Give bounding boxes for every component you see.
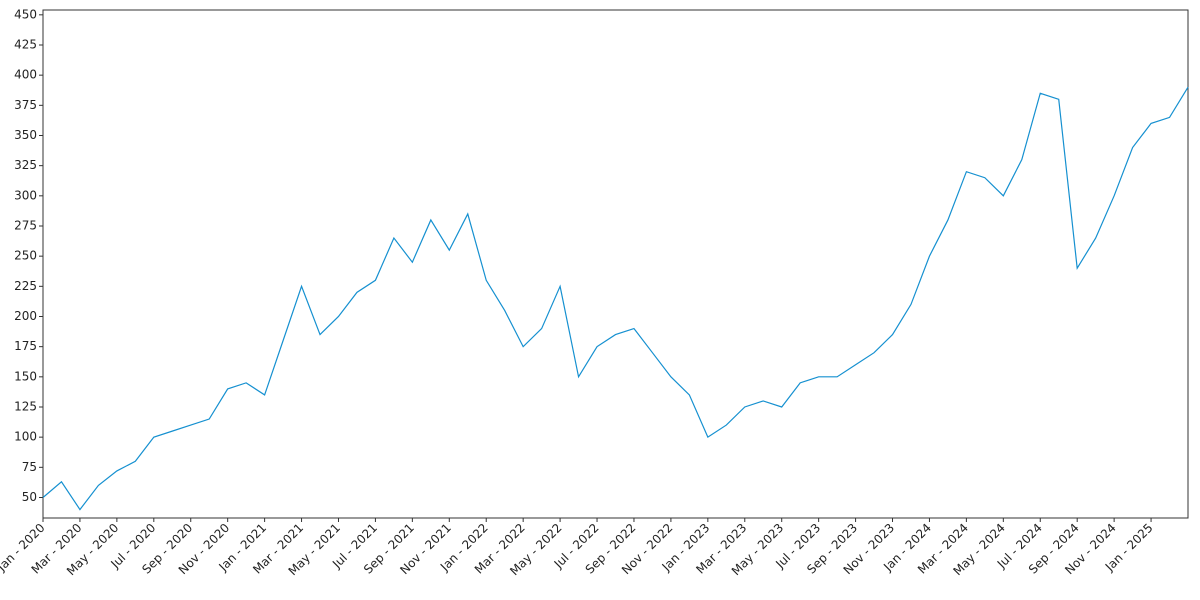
y-tick-label: 325 <box>14 158 37 172</box>
y-tick-label: 50 <box>22 490 37 504</box>
plot-frame <box>42 9 1189 519</box>
y-tick-label: 150 <box>14 369 37 383</box>
y-tick-label: 450 <box>14 7 37 21</box>
price-line <box>42 86 1189 511</box>
y-tick-label: 125 <box>14 399 37 413</box>
y-tick-label: 425 <box>14 37 37 51</box>
y-tick-label: 100 <box>14 430 37 444</box>
y-tick-label: 200 <box>14 309 37 323</box>
y-tick-label: 400 <box>14 68 37 82</box>
y-tick-label: 250 <box>14 249 37 263</box>
y-tick-label: 350 <box>14 128 37 142</box>
y-tick-label: 275 <box>14 218 37 232</box>
y-tick-label: 175 <box>14 339 37 353</box>
y-tick-label: 75 <box>22 460 37 474</box>
y-tick-label: 225 <box>14 279 37 293</box>
y-tick-label: 375 <box>14 98 37 112</box>
y-tick-label: 300 <box>14 188 37 202</box>
